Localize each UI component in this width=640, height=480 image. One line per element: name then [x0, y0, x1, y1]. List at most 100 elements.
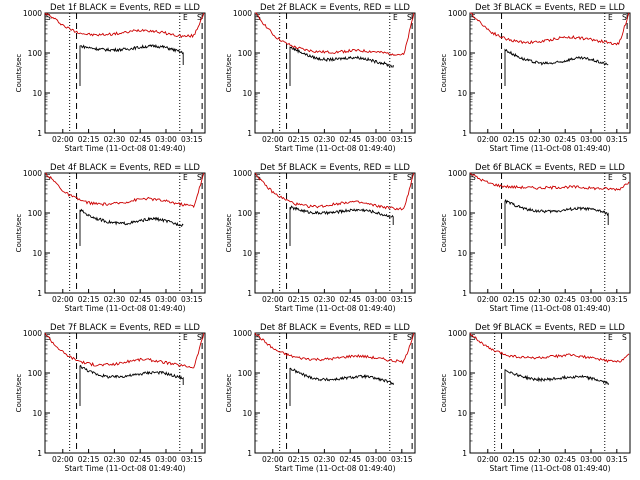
y-tick-label: 10: [242, 89, 252, 98]
y-tick-label: 1: [462, 129, 467, 138]
x-axis-label: Start Time (11-Oct-08 01:49:40): [274, 304, 395, 313]
panel-4: Det 4f BLACK = Events, RED = LLD 1 10 100 10…: [15, 163, 206, 313]
corner-label: E: [183, 13, 188, 22]
x-axis-label: Start Time (11-Oct-08 01:49:40): [64, 144, 185, 153]
corner-label: E: [393, 13, 398, 22]
plot-frame: [44, 172, 206, 294]
series-events-line: [504, 48, 609, 86]
panel-title: Det 6f BLACK = Events, RED = LLD: [475, 163, 625, 173]
x-tick-label: 02:00: [262, 455, 284, 464]
series-lld-line: [469, 332, 630, 363]
x-tick-label: 02:00: [52, 295, 74, 304]
y-axis-label: Counts/sec: [225, 374, 233, 413]
series-lld-line: [44, 172, 205, 209]
x-tick-label: 02:00: [262, 295, 284, 304]
x-tick-label: 03:15: [606, 135, 628, 144]
series-events-line: [289, 46, 394, 86]
plot-frame: [469, 172, 631, 294]
x-tick-label: 02:00: [52, 455, 74, 464]
x-tick-label: 03:15: [181, 135, 203, 144]
y-tick-label: 100: [453, 49, 468, 58]
corner-label: S: [622, 173, 627, 182]
x-tick-label: 03:00: [155, 295, 177, 304]
corner-label: E: [183, 333, 188, 342]
corner-label: E: [608, 13, 613, 22]
x-tick-label: 03:00: [365, 295, 387, 304]
panel-title: Det 2f BLACK = Events, RED = LLD: [260, 3, 410, 13]
series-events-line: [289, 205, 394, 246]
panel-title: Det 5f BLACK = Events, RED = LLD: [260, 163, 410, 173]
plot-frame: [254, 172, 416, 294]
y-tick-label: 1000: [448, 169, 467, 178]
x-tick-label: 02:45: [129, 135, 151, 144]
x-axis-label: Start Time (11-Oct-08 01:49:40): [489, 304, 610, 313]
y-tick-label: 100: [453, 369, 468, 378]
panel-3: Det 3f BLACK = Events, RED = LLD 1 10 100 10…: [440, 3, 631, 153]
corner-label: S: [407, 13, 412, 22]
corner-label: S: [622, 13, 627, 22]
series-lld-line: [44, 332, 205, 369]
y-tick-label: 100: [453, 209, 468, 218]
y-tick-label: 1000: [448, 329, 467, 338]
panel-title: Det 1f BLACK = Events, RED = LLD: [50, 3, 200, 13]
panel-7: Det 7f BLACK = Events, RED = LLD 1 10 100 10…: [15, 323, 206, 473]
y-tick-label: 10: [242, 409, 252, 418]
corner-label: S: [622, 333, 627, 342]
y-tick-label: 1000: [233, 329, 252, 338]
y-tick-label: 1000: [448, 9, 467, 18]
panel-6: Det 6f BLACK = Events, RED = LLD 1 10 100 10…: [440, 163, 631, 313]
x-axis-label: Start Time (11-Oct-08 01:49:40): [64, 304, 185, 313]
x-tick-label: 02:00: [477, 295, 499, 304]
x-tick-label: 02:00: [477, 455, 499, 464]
y-tick-label: 1: [247, 449, 252, 458]
y-tick-label: 10: [457, 249, 467, 258]
x-tick-label: 02:45: [339, 455, 361, 464]
x-tick-label: 02:45: [339, 295, 361, 304]
corner-label: E: [608, 333, 613, 342]
y-tick-label: 1: [247, 129, 252, 138]
x-tick-label: 02:45: [129, 295, 151, 304]
y-tick-label: 1000: [23, 169, 42, 178]
x-tick-label: 02:45: [554, 455, 576, 464]
y-axis-label: Counts/sec: [15, 374, 23, 413]
corner-label: S: [407, 333, 412, 342]
x-tick-label: 03:00: [365, 455, 387, 464]
x-tick-label: 03:00: [580, 135, 602, 144]
corner-label: E: [183, 173, 188, 182]
x-tick-label: 02:00: [262, 135, 284, 144]
panel-title: Det 9f BLACK = Events, RED = LLD: [475, 323, 625, 333]
y-axis-label: Counts/sec: [440, 374, 448, 413]
x-tick-label: 02:15: [78, 455, 100, 464]
x-axis-label: Start Time (11-Oct-08 01:49:40): [489, 464, 610, 473]
corner-label: S: [46, 333, 51, 342]
corner-label: E: [393, 173, 398, 182]
series-events-line: [289, 367, 394, 406]
x-tick-label: 03:00: [580, 455, 602, 464]
panel-9: Det 9f BLACK = Events, RED = LLD 1 10 100 10…: [440, 323, 631, 473]
x-tick-label: 02:15: [288, 455, 310, 464]
series-lld-line: [44, 12, 205, 39]
series-events-line: [79, 208, 184, 246]
panel-5: Det 5f BLACK = Events, RED = LLD 1 10 100 10…: [225, 163, 416, 313]
x-axis-label: Start Time (11-Oct-08 01:49:40): [274, 464, 395, 473]
x-tick-label: 02:15: [503, 295, 525, 304]
x-tick-label: 02:30: [104, 135, 126, 144]
x-axis-label: Start Time (11-Oct-08 01:49:40): [489, 144, 610, 153]
x-tick-label: 03:15: [391, 455, 413, 464]
x-tick-label: 02:30: [529, 295, 551, 304]
y-tick-label: 1000: [233, 9, 252, 18]
x-tick-label: 02:45: [554, 295, 576, 304]
corner-label: S: [407, 173, 412, 182]
y-tick-label: 10: [457, 89, 467, 98]
y-tick-label: 1: [247, 289, 252, 298]
x-tick-label: 02:30: [104, 455, 126, 464]
y-tick-label: 1: [37, 129, 42, 138]
x-tick-label: 02:15: [78, 295, 100, 304]
x-tick-label: 02:30: [314, 455, 336, 464]
x-tick-label: 02:45: [129, 455, 151, 464]
x-tick-label: 03:00: [155, 135, 177, 144]
x-axis-label: Start Time (11-Oct-08 01:49:40): [64, 464, 185, 473]
panel-8: Det 8f BLACK = Events, RED = LLD 1 10 100 10…: [225, 323, 416, 473]
y-tick-label: 1: [462, 289, 467, 298]
